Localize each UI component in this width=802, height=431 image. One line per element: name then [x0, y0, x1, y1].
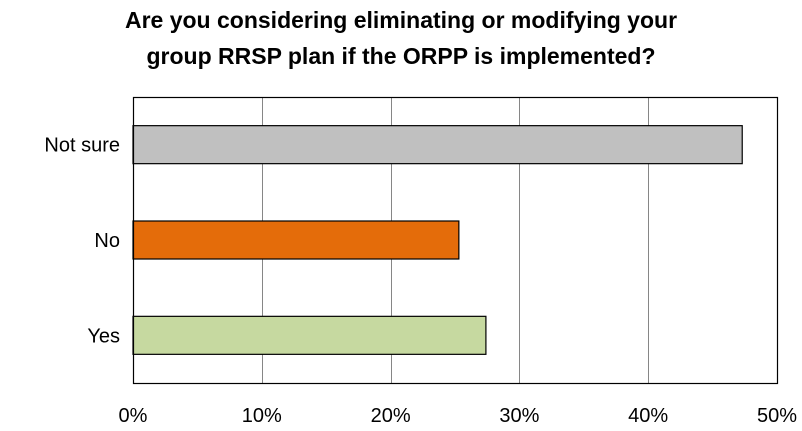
category-label: Not sure — [44, 135, 120, 157]
chart-title-line-2: group RRSP plan if the ORPP is implement… — [146, 43, 656, 69]
bar — [132, 315, 487, 355]
chart-title: Are you considering eliminating or modif… — [0, 2, 802, 74]
bar — [132, 125, 743, 165]
x-tick-label: 10% — [242, 405, 282, 427]
x-tick-label: 50% — [757, 405, 797, 427]
bar — [132, 220, 460, 260]
x-tick-label: 30% — [499, 405, 539, 427]
x-tick-label: 0% — [119, 405, 148, 427]
x-tick-label: 40% — [628, 405, 668, 427]
category-label: No — [94, 230, 120, 252]
plot-border — [132, 96, 779, 385]
x-tick-label: 20% — [371, 405, 411, 427]
category-label: Yes — [87, 325, 120, 347]
chart-title-line-1: Are you considering eliminating or modif… — [124, 7, 678, 33]
